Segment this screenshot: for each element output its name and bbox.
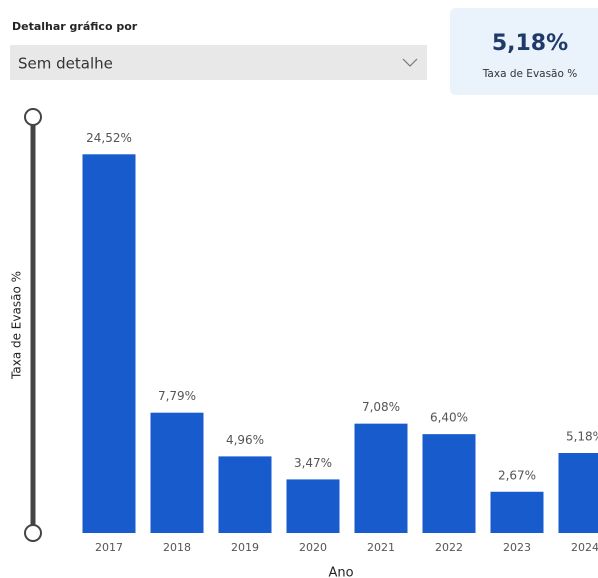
bar bbox=[82, 154, 136, 533]
x-tick-label: 2022 bbox=[435, 541, 463, 554]
bar bbox=[286, 479, 340, 533]
x-tick-label: 2018 bbox=[163, 541, 191, 554]
kpi-label: Taxa de Evasão % bbox=[482, 68, 578, 80]
x-axis-label: Ano bbox=[328, 566, 353, 578]
data-label: 7,79% bbox=[158, 389, 196, 403]
bar bbox=[354, 423, 408, 533]
kpi-value: 5,18% bbox=[492, 31, 568, 56]
data-label: 2,67% bbox=[498, 468, 536, 482]
dropdown-value: Sem detalhe bbox=[18, 55, 113, 73]
data-label: 24,52% bbox=[86, 131, 132, 145]
dropdown-chevron bbox=[402, 58, 418, 67]
data-label: 7,08% bbox=[362, 400, 400, 414]
bar bbox=[422, 434, 476, 533]
data-label: 5,18% bbox=[566, 429, 598, 443]
data-label: 4,96% bbox=[226, 433, 264, 447]
data-label: 3,47% bbox=[294, 456, 332, 470]
bar bbox=[150, 412, 204, 533]
bar bbox=[490, 491, 544, 533]
x-tick-label: 2017 bbox=[95, 541, 123, 554]
bar bbox=[558, 452, 598, 533]
x-tick-label: 2019 bbox=[231, 541, 259, 554]
x-tick-label: 2024 bbox=[571, 541, 598, 554]
y-axis-label: Taxa de Evasão % bbox=[10, 271, 24, 380]
data-label: 6,40% bbox=[430, 411, 468, 425]
kpi-card bbox=[450, 8, 598, 95]
x-tick-label: 2020 bbox=[299, 541, 327, 554]
dropdown[interactable] bbox=[10, 45, 427, 80]
slider-handle[interactable] bbox=[24, 108, 42, 126]
x-tick-label: 2021 bbox=[367, 541, 395, 554]
bar bbox=[218, 456, 272, 533]
x-tick-label: 2023 bbox=[503, 541, 531, 554]
slider-handle[interactable] bbox=[24, 524, 42, 542]
filter-label: Detalhar gráfico por bbox=[12, 20, 138, 33]
